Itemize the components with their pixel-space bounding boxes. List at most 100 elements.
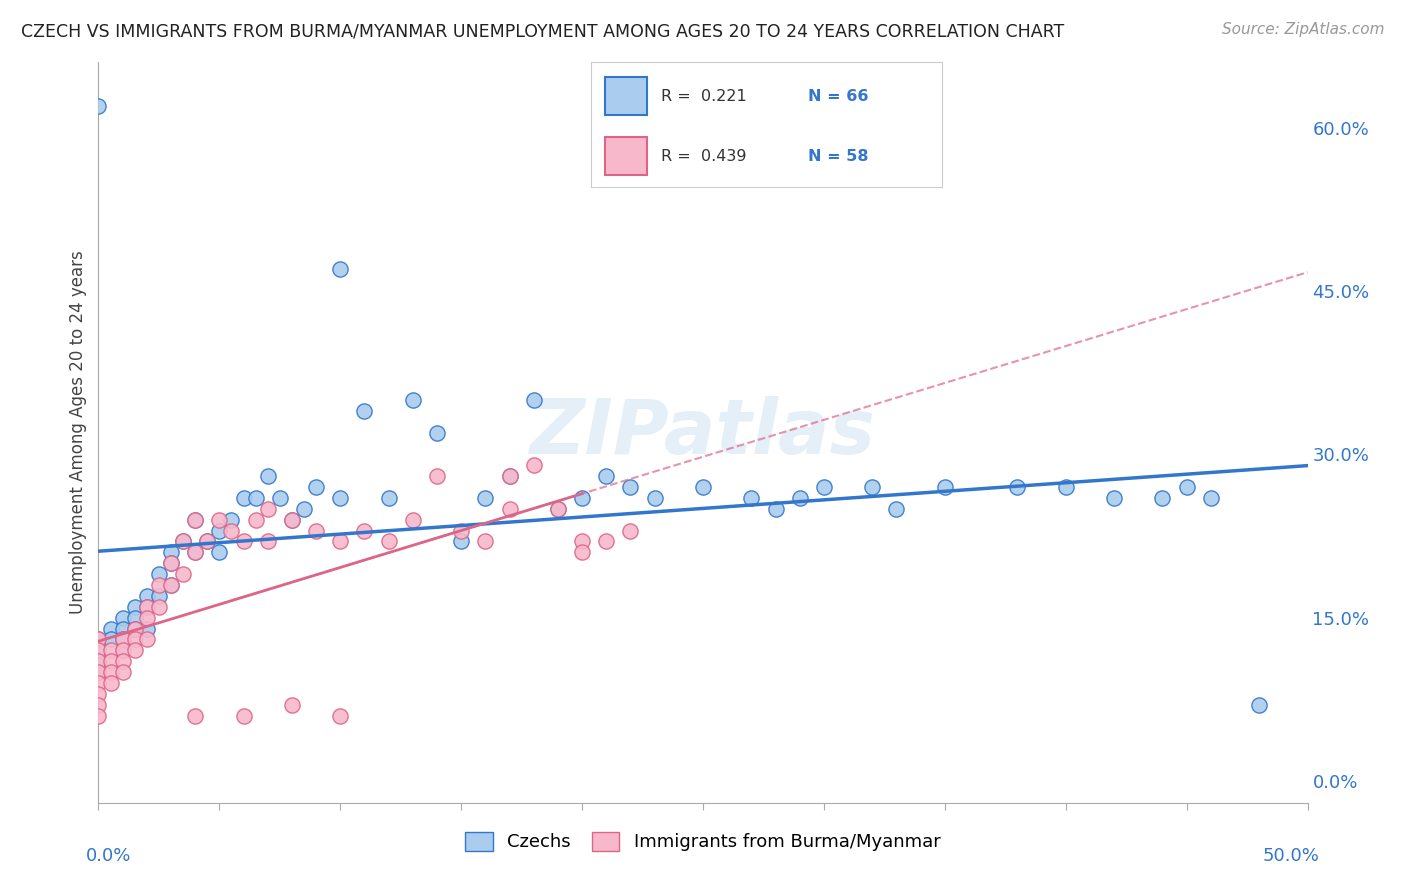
- Point: [100, 665, 122, 680]
- Point: [245, 513, 267, 527]
- Point: [124, 622, 146, 636]
- Legend: Czechs, Immigrants from Burma/Myanmar: Czechs, Immigrants from Burma/Myanmar: [457, 823, 949, 861]
- Point: [232, 491, 254, 505]
- Point: [1054, 480, 1077, 494]
- Point: [1102, 491, 1125, 505]
- Text: 0.0%: 0.0%: [86, 847, 132, 865]
- Point: [195, 534, 218, 549]
- Point: [172, 534, 194, 549]
- Point: [87, 654, 110, 668]
- Point: [184, 513, 207, 527]
- Point: [886, 501, 908, 516]
- Point: [353, 404, 375, 418]
- Point: [305, 480, 328, 494]
- Point: [329, 491, 352, 505]
- Point: [111, 632, 134, 647]
- Point: [450, 534, 472, 549]
- Point: [353, 524, 375, 538]
- Point: [1007, 480, 1029, 494]
- Point: [208, 513, 231, 527]
- Point: [184, 513, 207, 527]
- Bar: [605, 78, 647, 115]
- Point: [184, 545, 207, 559]
- Point: [135, 622, 157, 636]
- Point: [172, 567, 194, 582]
- Point: [281, 513, 304, 527]
- Point: [292, 501, 315, 516]
- Point: [208, 545, 231, 559]
- Point: [1152, 491, 1174, 505]
- Point: [1175, 480, 1198, 494]
- Point: [135, 589, 157, 603]
- Point: [619, 480, 641, 494]
- Text: R =  0.221: R = 0.221: [661, 88, 747, 103]
- Point: [860, 480, 883, 494]
- Point: [571, 534, 593, 549]
- Y-axis label: Unemployment Among Ages 20 to 24 years: Unemployment Among Ages 20 to 24 years: [69, 251, 87, 615]
- Point: [232, 708, 254, 723]
- Point: [87, 643, 110, 657]
- Point: [87, 632, 110, 647]
- Point: [221, 513, 243, 527]
- Point: [87, 654, 110, 668]
- Point: [111, 622, 134, 636]
- Point: [100, 654, 122, 668]
- Point: [100, 622, 122, 636]
- Point: [135, 611, 157, 625]
- Point: [498, 501, 520, 516]
- Point: [281, 698, 304, 712]
- Point: [571, 491, 593, 505]
- Point: [426, 425, 449, 440]
- Point: [208, 524, 231, 538]
- Point: [87, 665, 110, 680]
- Text: N = 58: N = 58: [808, 149, 869, 163]
- Point: [256, 469, 278, 483]
- Point: [148, 578, 170, 592]
- Point: [87, 665, 110, 680]
- Point: [765, 501, 787, 516]
- Point: [184, 708, 207, 723]
- Point: [523, 392, 546, 407]
- Point: [135, 632, 157, 647]
- Point: [426, 469, 449, 483]
- Point: [160, 556, 183, 570]
- Text: ZIPatlas: ZIPatlas: [530, 396, 876, 469]
- Text: R =  0.439: R = 0.439: [661, 149, 747, 163]
- Point: [740, 491, 762, 505]
- Point: [934, 480, 956, 494]
- Point: [498, 469, 520, 483]
- Point: [256, 501, 278, 516]
- Point: [124, 632, 146, 647]
- Point: [329, 262, 352, 277]
- Point: [124, 611, 146, 625]
- Point: [135, 599, 157, 614]
- Point: [195, 534, 218, 549]
- Text: 50.0%: 50.0%: [1263, 847, 1320, 865]
- Point: [148, 599, 170, 614]
- Point: [135, 599, 157, 614]
- Point: [111, 643, 134, 657]
- Point: [221, 524, 243, 538]
- Point: [124, 643, 146, 657]
- Point: [111, 654, 134, 668]
- Point: [184, 545, 207, 559]
- Point: [377, 534, 399, 549]
- Point: [232, 534, 254, 549]
- Text: Source: ZipAtlas.com: Source: ZipAtlas.com: [1222, 22, 1385, 37]
- Point: [1199, 491, 1222, 505]
- Point: [329, 534, 352, 549]
- Point: [111, 643, 134, 657]
- Point: [813, 480, 835, 494]
- Point: [87, 698, 110, 712]
- Point: [87, 643, 110, 657]
- Text: CZECH VS IMMIGRANTS FROM BURMA/MYANMAR UNEMPLOYMENT AMONG AGES 20 TO 24 YEARS CO: CZECH VS IMMIGRANTS FROM BURMA/MYANMAR U…: [21, 22, 1064, 40]
- Point: [124, 622, 146, 636]
- Point: [124, 599, 146, 614]
- Point: [148, 589, 170, 603]
- Point: [256, 534, 278, 549]
- Point: [87, 632, 110, 647]
- Point: [402, 513, 425, 527]
- Bar: [605, 137, 647, 175]
- Point: [87, 676, 110, 690]
- Point: [111, 665, 134, 680]
